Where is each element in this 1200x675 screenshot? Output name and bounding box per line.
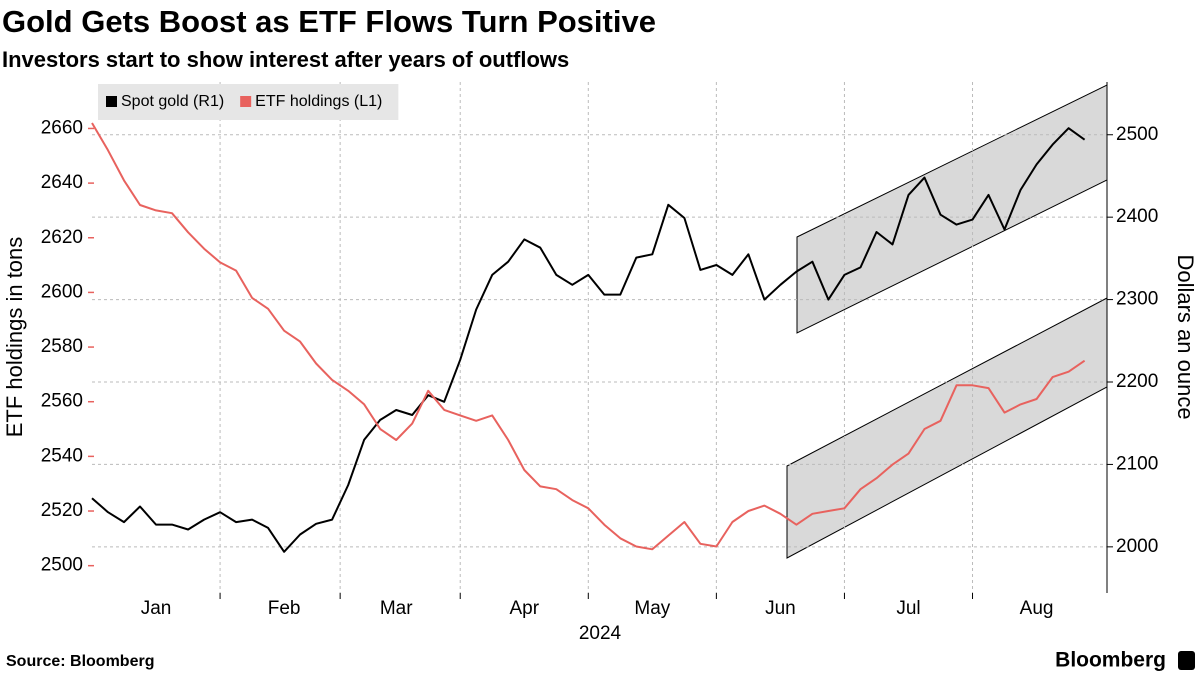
x-tick-label: Jan xyxy=(141,598,172,619)
x-axis-label: 2024 xyxy=(579,623,622,644)
y2-tick-label: 2200 xyxy=(1116,371,1158,392)
chart-subtitle: Investors start to show interest after y… xyxy=(2,47,569,72)
y-tick-label: 2580 xyxy=(41,336,83,357)
x-tick-label: Jul xyxy=(896,598,920,619)
x-tick-label: Jun xyxy=(765,598,796,619)
y-tick-label: 2600 xyxy=(41,281,83,302)
legend-label: Spot gold (R1) xyxy=(121,93,224,110)
y-tick-label: 2560 xyxy=(41,391,83,412)
brand-icon xyxy=(1178,651,1195,670)
x-tick-label: Apr xyxy=(509,598,539,619)
lines xyxy=(91,122,1086,553)
y2-tick-label: 2400 xyxy=(1116,206,1158,227)
chart-title: Gold Gets Boost as ETF Flows Turn Positi… xyxy=(2,4,656,39)
series-line xyxy=(91,122,1086,551)
y2-tick-label: 2100 xyxy=(1116,453,1158,474)
grid xyxy=(92,82,1107,593)
x-tick-label: May xyxy=(634,598,670,619)
y2-tick-label: 2300 xyxy=(1116,289,1158,310)
series-line xyxy=(91,127,1086,553)
legend-swatch xyxy=(106,96,117,107)
x-tick-label: Mar xyxy=(380,598,413,619)
source: Source: Bloomberg xyxy=(6,653,154,670)
y-axis-label: ETF holdings in tons xyxy=(2,237,27,438)
y2-tick-label: 2500 xyxy=(1116,124,1158,145)
brand: Bloomberg xyxy=(1055,649,1166,672)
y2-axis-label: Dollars an ounce xyxy=(1173,254,1198,419)
y-tick-label: 2540 xyxy=(41,445,83,466)
x-tick-label: Aug xyxy=(1020,598,1054,619)
y-tick-label: 2620 xyxy=(41,227,83,248)
legend-swatch xyxy=(240,96,252,107)
y-tick-label: 2500 xyxy=(41,555,83,576)
y2-tick-label: 2000 xyxy=(1116,536,1158,557)
y-tick-label: 2660 xyxy=(41,117,83,138)
x-tick-label: Feb xyxy=(268,598,301,619)
y-tick-label: 2520 xyxy=(41,500,83,521)
legend: Spot gold (R1) ETF holdings (L1) xyxy=(98,84,399,120)
legend-label: ETF holdings (L1) xyxy=(255,93,382,110)
y-tick-label: 2640 xyxy=(41,172,83,193)
